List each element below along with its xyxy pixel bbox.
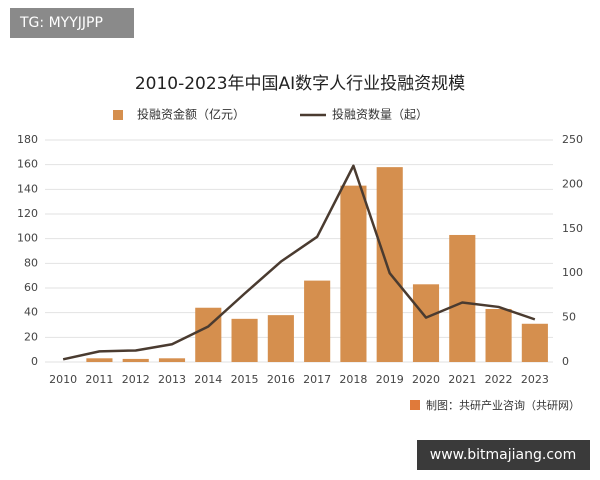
- legend-label: 投融资金额（亿元）: [137, 107, 245, 122]
- y2-tick-label: 250: [562, 133, 583, 146]
- bar: [449, 234, 476, 362]
- x-tick-label: 2016: [267, 373, 295, 386]
- x-tick-label: 2012: [122, 373, 150, 386]
- source-text: 制图：共研产业咨询（共研网）: [426, 398, 580, 412]
- x-tick-label: 2011: [85, 373, 113, 386]
- y-tick-label: 60: [24, 281, 38, 294]
- legend-label: 投融资数量（起）: [332, 107, 428, 122]
- tag-text: TG: MYYJJPP: [19, 15, 103, 31]
- legend-swatch: [113, 110, 123, 120]
- x-tick-label: 2014: [194, 373, 222, 386]
- y-tick-label: 100: [17, 232, 38, 245]
- source-logo: [410, 400, 420, 410]
- y-tick-label: 80: [24, 256, 38, 269]
- bar: [158, 358, 186, 362]
- bar: [231, 318, 258, 362]
- site-url: www.bitmajiang.com: [430, 447, 576, 463]
- bar: [304, 280, 331, 362]
- bar: [86, 358, 113, 362]
- y-tick-label: 120: [17, 207, 38, 220]
- x-tick-label: 2013: [158, 373, 186, 386]
- y2-tick-label: 150: [562, 222, 583, 235]
- x-tick-label: 2023: [521, 373, 549, 386]
- y-tick-label: 0: [31, 355, 38, 368]
- bar: [521, 323, 548, 362]
- y-tick-label: 140: [17, 182, 38, 195]
- y2-tick-label: 200: [562, 177, 583, 190]
- line: [62, 164, 536, 361]
- x-tick-label: 2015: [231, 373, 259, 386]
- y-tick-label: 20: [24, 330, 38, 343]
- bar: [267, 315, 294, 362]
- y-tick-label: 160: [17, 158, 38, 171]
- x-tick-label: 2020: [412, 373, 440, 386]
- y-tick-label: 180: [17, 133, 38, 146]
- bar: [340, 185, 367, 362]
- bar: [195, 307, 222, 362]
- bar: [376, 167, 403, 362]
- y2-tick-label: 100: [562, 266, 583, 279]
- y-tick-label: 40: [24, 306, 38, 319]
- x-tick-label: 2018: [339, 373, 367, 386]
- x-tick-label: 2017: [303, 373, 331, 386]
- tag-box: [10, 8, 134, 38]
- y2-tick-label: 0: [562, 355, 569, 368]
- bar: [485, 308, 512, 362]
- x-tick-label: 2019: [376, 373, 404, 386]
- bar: [412, 284, 440, 362]
- x-tick-label: 2010: [49, 373, 77, 386]
- bar: [122, 358, 149, 362]
- site-box: [417, 440, 590, 470]
- y2-tick-label: 50: [562, 311, 576, 324]
- x-tick-label: 2021: [448, 373, 476, 386]
- x-tick-label: 2022: [485, 373, 513, 386]
- chart-title: 2010-2023年中国AI数字人行业投融资规模: [135, 74, 465, 94]
